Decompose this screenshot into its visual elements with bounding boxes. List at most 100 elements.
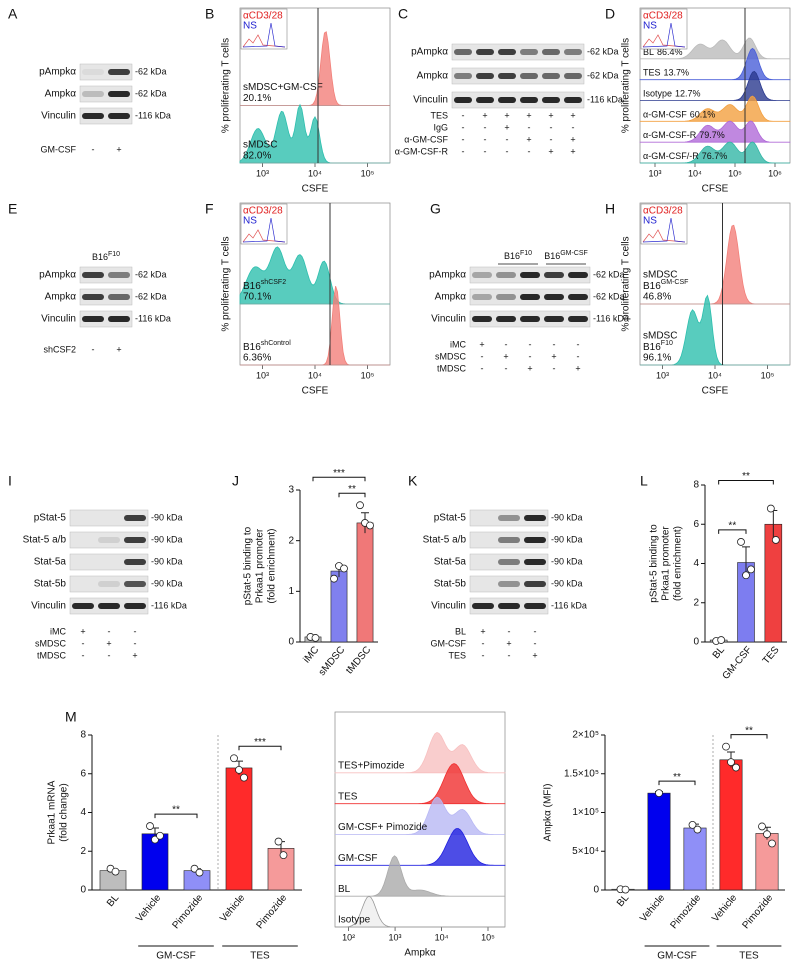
condition-mark: + [570,134,575,144]
label-value: 60.1% [690,110,716,120]
condition-mark: - [508,650,511,660]
kda-label: -62 kDa [135,269,167,279]
histogram-label: BL 86.4% [643,47,683,57]
data-point [330,574,338,583]
x-tick-label: 10⁵ [761,370,775,380]
data-point [274,837,283,846]
kda-label: -62 kDa [587,46,619,56]
row-label: Stat-5a [34,557,67,568]
condition-mark: + [506,638,511,648]
band [498,49,516,55]
condition-mark: - [550,134,553,144]
band [124,559,146,565]
data-point [722,742,730,751]
panel-letter: H [605,201,615,217]
blot-strip [69,509,149,527]
band [520,49,538,55]
band [476,49,494,55]
condition-mark: - [92,144,95,154]
header-sup: F10 [108,251,120,258]
y-tick-label: 4 [693,558,699,569]
label-sub: B16GM-CSF [643,279,688,292]
kda-label: -90 kDa [151,512,183,522]
band [520,272,540,278]
band [524,603,546,609]
y-axis-label: (fold change) [59,783,70,841]
histogram-label: Isotype 12.7% [643,89,701,99]
blot-strip [79,63,133,81]
band [520,97,538,103]
label-name: sMDSC [243,140,277,151]
row-label: pStat-5 [34,513,67,524]
inset-curve [642,229,686,243]
inset-label: NS [643,21,657,32]
condition-mark: - [462,122,465,132]
histogram-label: TES [338,791,358,802]
row-label: pStat-5 [434,513,467,524]
row-label: pAmpkα [39,67,76,78]
data-point [156,831,164,840]
inset-label: αCD3/28 [643,206,683,217]
significance-bracket [238,745,282,751]
kda-label: -62 kDa [135,291,167,301]
condition-mark: + [548,110,553,120]
condition-mark: + [551,351,556,361]
band [72,603,94,609]
band [544,316,564,322]
blot-strip [469,575,549,593]
header-text: B16 [504,251,520,261]
histogram [334,731,506,774]
data-point [737,538,745,546]
condition-mark: + [575,363,580,373]
condition-mark: - [481,363,484,373]
data-point [195,868,204,877]
band [498,73,516,79]
data-point [727,758,735,767]
blot-strip [451,91,585,109]
x-axis-label: Ampkα [404,948,436,959]
condition-mark: - [134,638,137,648]
condition-label: sMDSC [35,638,66,648]
data-point [732,763,740,772]
x-tick-label: TES [761,644,782,666]
row-label: Ampkα [435,292,467,303]
y-axis-label: Prkaa1 promoter [661,526,672,601]
kda-label: -116 kDa [593,313,629,323]
band [568,316,588,322]
label-value: 13.7% [664,68,690,78]
header-sup: F10 [520,250,532,257]
y-tick-label: 1 [288,586,294,597]
significance-label: ** [728,521,736,532]
significance-bracket [718,529,747,534]
condition-label: TES [430,110,448,120]
kda-label: -62 kDa [593,291,625,301]
band [542,97,560,103]
label-value: 79.7% [699,131,725,141]
bar [683,827,707,891]
condition-mark: - [482,650,485,660]
x-tick-label: BL [105,892,122,909]
band [520,294,540,300]
x-tick-label: 10³ [648,168,661,178]
y-axis-label: (fold enrichment) [267,528,278,603]
panel-letter: J [232,473,239,489]
condition-label: tMDSC [37,650,67,660]
label-name: Isotype [643,89,672,99]
condition-mark: - [505,339,508,349]
row-label: Stat-5b [34,579,67,590]
condition-mark: - [484,122,487,132]
blot-strip [79,288,133,306]
band [98,603,120,609]
condition-label: α-GM-CSF-R [395,146,449,156]
condition-mark: + [570,110,575,120]
y-axis-label: pStat-5 binding to [649,524,660,603]
row-label: Vinculin [31,601,66,612]
condition-mark: - [108,626,111,636]
kda-label: -90 kDa [551,578,583,588]
data-point [279,851,288,860]
condition-mark: + [570,146,575,156]
x-tick-label: Vehicle [134,892,163,924]
condition-mark: - [529,339,532,349]
label-name-text: B16 [243,342,261,353]
significance-bracket [154,813,198,819]
